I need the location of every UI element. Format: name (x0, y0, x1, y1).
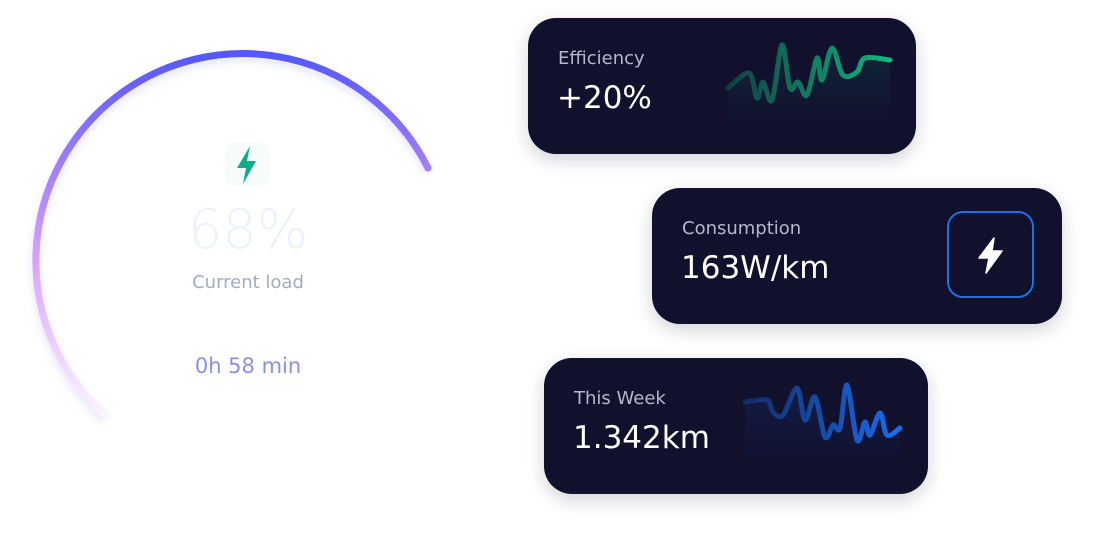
efficiency-label: Efficiency (558, 48, 645, 69)
this-week-value: 1.342km (573, 420, 710, 456)
gauge-arc (32, 50, 432, 419)
lightning-bolt-icon (977, 236, 1003, 274)
load-gauge (31, 50, 432, 422)
sparkline-area (745, 384, 900, 463)
sparkline-area (728, 44, 890, 123)
remaining-time: 0h 58 min (194, 354, 302, 378)
this-week-sparkline (742, 382, 903, 463)
load-percent: 68% (187, 198, 309, 261)
sparkline-line (725, 42, 893, 104)
this-week-card[interactable]: This Week 1.342km (544, 358, 928, 494)
efficiency-sparkline (725, 42, 893, 123)
efficiency-card[interactable]: Efficiency +20% (528, 18, 916, 154)
lightning-bolt-icon (237, 146, 256, 184)
sparkline-line (742, 382, 903, 444)
load-label: Current load (192, 272, 304, 293)
efficiency-value: +20% (557, 80, 652, 116)
consumption-label: Consumption (682, 218, 802, 239)
consumption-value: 163W/km (681, 250, 830, 286)
this-week-label: This Week (574, 388, 666, 409)
consumption-icon-button[interactable] (947, 211, 1034, 298)
gauge-bolt-badge (225, 142, 269, 186)
consumption-card[interactable]: Consumption 163W/km (652, 188, 1062, 324)
